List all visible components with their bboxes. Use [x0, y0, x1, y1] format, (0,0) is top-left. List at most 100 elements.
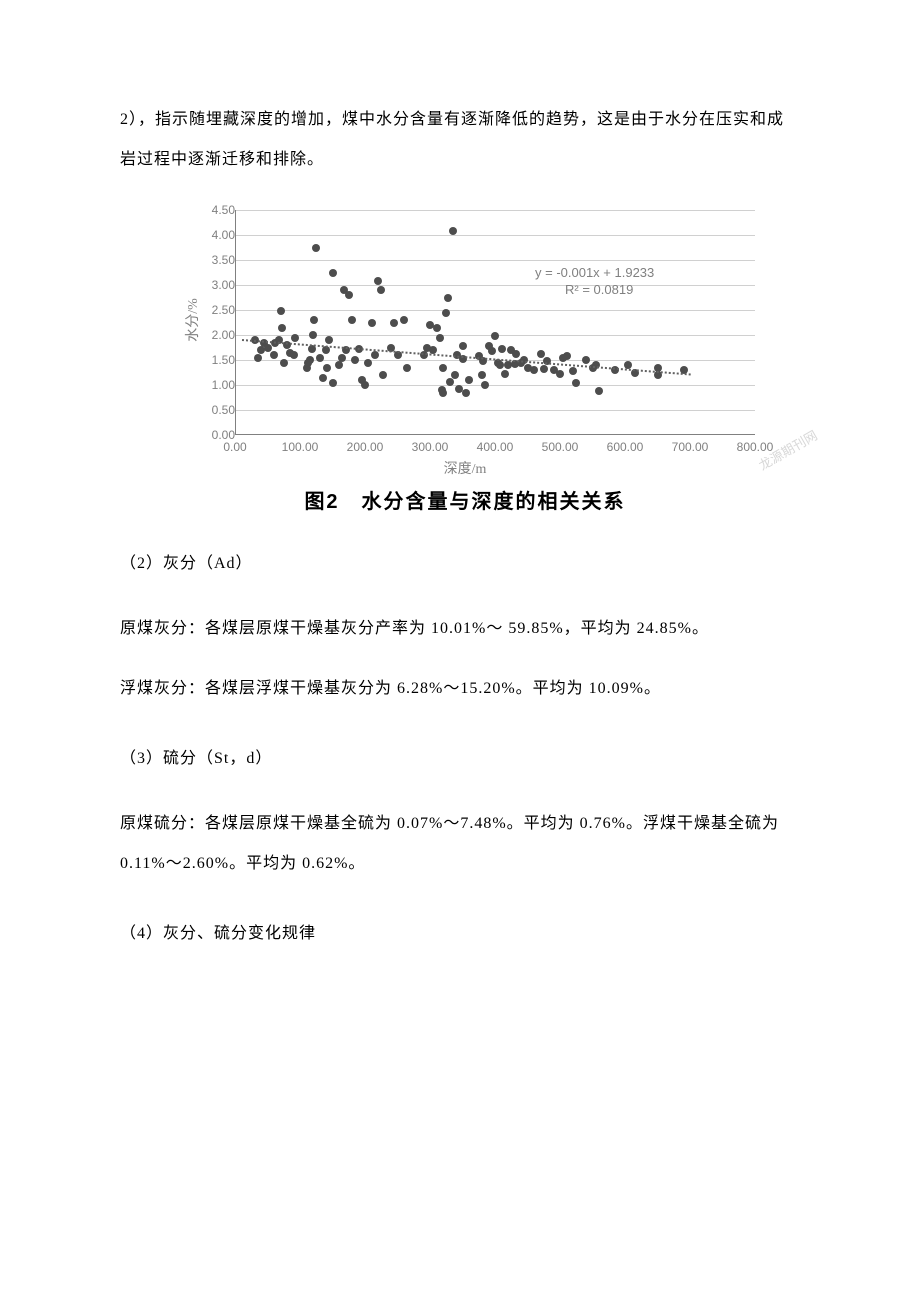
- scatter-point: [595, 387, 603, 395]
- scatter-point: [400, 316, 408, 324]
- section-2-heading: （2）灰分（Ad）: [120, 544, 800, 584]
- x-tick-label: 600.00: [607, 440, 644, 454]
- section-2-para-2: 浮煤灰分：各煤层浮煤干燥基灰分为 6.28%～15.20%。平均为 10.09%…: [120, 669, 800, 709]
- scatter-point: [270, 351, 278, 359]
- scatter-point: [306, 356, 314, 364]
- x-tick-label: 200.00: [347, 440, 384, 454]
- scatter-point: [278, 324, 286, 332]
- y-tick-label: 4.50: [212, 203, 235, 217]
- gridline: [236, 285, 755, 286]
- scatter-point: [478, 371, 486, 379]
- scatter-point: [530, 366, 538, 374]
- scatter-point: [572, 379, 580, 387]
- scatter-point: [319, 374, 327, 382]
- gridline: [236, 385, 755, 386]
- scatter-point: [277, 307, 285, 315]
- scatter-point: [291, 334, 299, 342]
- x-tick-label: 100.00: [282, 440, 319, 454]
- scatter-point: [446, 378, 454, 386]
- r-squared: R² = 0.0819: [565, 282, 633, 297]
- scatter-point: [537, 350, 545, 358]
- scatter-point: [439, 389, 447, 397]
- scatter-point: [433, 324, 441, 332]
- scatter-point: [462, 389, 470, 397]
- scatter-point: [338, 354, 346, 362]
- scatter-point: [439, 364, 447, 372]
- figure-2-caption: 图2 水分含量与深度的相关关系: [155, 485, 775, 514]
- scatter-point: [325, 336, 333, 344]
- scatter-point: [390, 319, 398, 327]
- scatter-point: [280, 359, 288, 367]
- scatter-point: [496, 361, 504, 369]
- scatter-point: [364, 359, 372, 367]
- scatter-point: [309, 331, 317, 339]
- gridline: [236, 260, 755, 261]
- x-tick-label: 800.00: [737, 440, 774, 454]
- scatter-point: [569, 367, 577, 375]
- scatter-point: [563, 352, 571, 360]
- section-3-para-1: 原煤硫分：各煤层原煤干燥基全硫为 0.07%～7.48%。平均为 0.76%。浮…: [120, 804, 800, 884]
- scatter-point: [368, 319, 376, 327]
- scatter-point: [556, 370, 564, 378]
- y-tick-label: 3.00: [212, 278, 235, 292]
- scatter-point: [361, 381, 369, 389]
- scatter-point: [442, 309, 450, 317]
- scatter-point: [498, 345, 506, 353]
- x-axis-title: 深度/m: [444, 458, 487, 478]
- y-tick-label: 0.50: [212, 403, 235, 417]
- figure-2-wrapper: 水分/% 深度/m y = -0.001x + 1.9233 R² = 0.08…: [155, 200, 775, 514]
- scatter-point: [345, 291, 353, 299]
- scatter-point: [540, 365, 548, 373]
- gridline: [236, 235, 755, 236]
- section-3-heading: （3）硫分（St，d）: [120, 739, 800, 779]
- scatter-point: [254, 354, 262, 362]
- scatter-point: [403, 364, 411, 372]
- scatter-point: [449, 227, 457, 235]
- y-tick-label: 1.00: [212, 378, 235, 392]
- scatter-point: [459, 342, 467, 350]
- gridline: [236, 410, 755, 411]
- x-tick-label: 400.00: [477, 440, 514, 454]
- intro-paragraph: 2），指示随埋藏深度的增加，煤中水分含量有逐渐降低的趋势，这是由于水分在压实和成…: [120, 100, 800, 180]
- scatter-chart: 水分/% 深度/m y = -0.001x + 1.9233 R² = 0.08…: [165, 200, 765, 480]
- y-axis-title: 水分/%: [182, 298, 202, 342]
- y-tick-label: 2.00: [212, 328, 235, 342]
- gridline: [236, 310, 755, 311]
- y-tick-label: 4.00: [212, 228, 235, 242]
- x-tick-label: 500.00: [542, 440, 579, 454]
- scatter-point: [323, 364, 331, 372]
- scatter-point: [436, 334, 444, 342]
- x-tick-label: 300.00: [412, 440, 449, 454]
- scatter-point: [379, 371, 387, 379]
- scatter-point: [512, 350, 520, 358]
- scatter-point: [465, 376, 473, 384]
- scatter-point: [582, 356, 590, 364]
- scatter-point: [329, 269, 337, 277]
- scatter-point: [312, 244, 320, 252]
- gridline: [236, 210, 755, 211]
- scatter-point: [348, 316, 356, 324]
- y-tick-label: 1.50: [212, 353, 235, 367]
- scatter-point: [371, 351, 379, 359]
- y-tick-label: 2.50: [212, 303, 235, 317]
- scatter-point: [351, 356, 359, 364]
- scatter-point: [316, 354, 324, 362]
- scatter-point: [290, 351, 298, 359]
- section-4-heading: （4）灰分、硫分变化规律: [120, 914, 800, 954]
- scatter-point: [329, 379, 337, 387]
- scatter-point: [444, 294, 452, 302]
- regression-equation: y = -0.001x + 1.9233: [535, 265, 654, 280]
- scatter-point: [374, 277, 382, 285]
- scatter-point: [310, 316, 318, 324]
- scatter-point: [488, 347, 496, 355]
- scatter-point: [264, 344, 272, 352]
- x-tick-label: 0.00: [223, 440, 246, 454]
- scatter-point: [501, 370, 509, 378]
- scatter-point: [451, 371, 459, 379]
- section-2-para-1: 原煤灰分：各煤层原煤干燥基灰分产率为 10.01%～ 59.85%，平均为 24…: [120, 609, 800, 649]
- x-tick-label: 700.00: [672, 440, 709, 454]
- y-tick-label: 3.50: [212, 253, 235, 267]
- scatter-point: [335, 361, 343, 369]
- scatter-point: [377, 286, 385, 294]
- scatter-point: [491, 332, 499, 340]
